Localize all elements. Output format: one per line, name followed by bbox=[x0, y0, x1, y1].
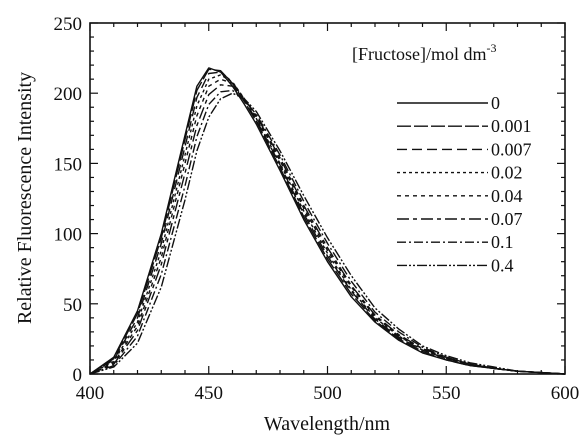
legend-label: 0.007 bbox=[491, 139, 532, 159]
legend-title: [Fructose]/mol dm-3 bbox=[352, 41, 496, 64]
y-tick-label: 200 bbox=[54, 84, 83, 105]
legend-label: 0.02 bbox=[491, 163, 523, 183]
y-tick-label: 250 bbox=[54, 14, 83, 35]
series-line-0.07 bbox=[89, 84, 566, 375]
legend-title-main: [Fructose]/mol dm bbox=[352, 44, 486, 64]
legend-label: 0.1 bbox=[491, 232, 514, 252]
legend-label: 0.001 bbox=[491, 116, 532, 136]
series-line-0.4 bbox=[89, 92, 566, 375]
series-line-0.001 bbox=[89, 68, 566, 375]
x-axis-title: Wavelength/nm bbox=[264, 413, 391, 435]
legend-title-sup: -3 bbox=[486, 41, 496, 55]
legend-label: 0 bbox=[491, 93, 500, 113]
x-tick-label: 500 bbox=[313, 383, 342, 404]
axis-ticks: 400 450 500 550 600 0 50 100 150 200 250 bbox=[54, 14, 580, 404]
legend-label: 0.04 bbox=[491, 186, 523, 206]
y-tick-label: 50 bbox=[63, 295, 82, 316]
series-line-0.007 bbox=[89, 71, 566, 375]
x-tick-label: 600 bbox=[551, 383, 580, 404]
legend-label: 0.4 bbox=[491, 255, 514, 275]
y-tick-label: 0 bbox=[73, 365, 83, 386]
series-line-0.04 bbox=[89, 78, 566, 375]
y-tick-label: 100 bbox=[54, 225, 83, 246]
y-tick-label: 150 bbox=[54, 154, 83, 175]
series-layer bbox=[89, 67, 566, 375]
x-tick-label: 450 bbox=[195, 383, 224, 404]
legend-label: 0.07 bbox=[491, 209, 523, 229]
x-tick-label: 400 bbox=[76, 383, 105, 404]
legend: [Fructose]/mol dm-3 0 0.001 0.007 0.02 0.04 0… bbox=[352, 41, 532, 275]
y-axis-title: Relative Fluorescence Intensity bbox=[14, 72, 36, 324]
series-line-0.1 bbox=[89, 89, 566, 375]
x-tick-label: 550 bbox=[432, 383, 461, 404]
